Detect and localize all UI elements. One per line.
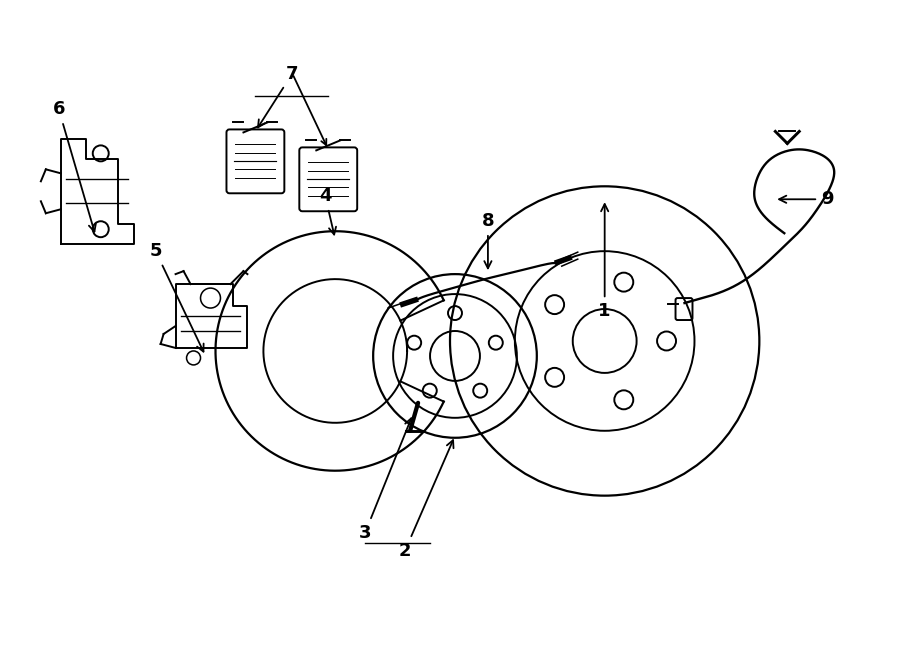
Text: 7: 7 <box>258 65 299 128</box>
Text: 5: 5 <box>149 242 203 352</box>
Text: 8: 8 <box>482 212 494 268</box>
Text: 4: 4 <box>319 187 336 235</box>
Text: 9: 9 <box>779 190 833 208</box>
Text: 1: 1 <box>598 204 611 320</box>
Text: 2: 2 <box>399 440 454 560</box>
Text: 6: 6 <box>52 100 96 231</box>
Text: 3: 3 <box>359 418 412 541</box>
